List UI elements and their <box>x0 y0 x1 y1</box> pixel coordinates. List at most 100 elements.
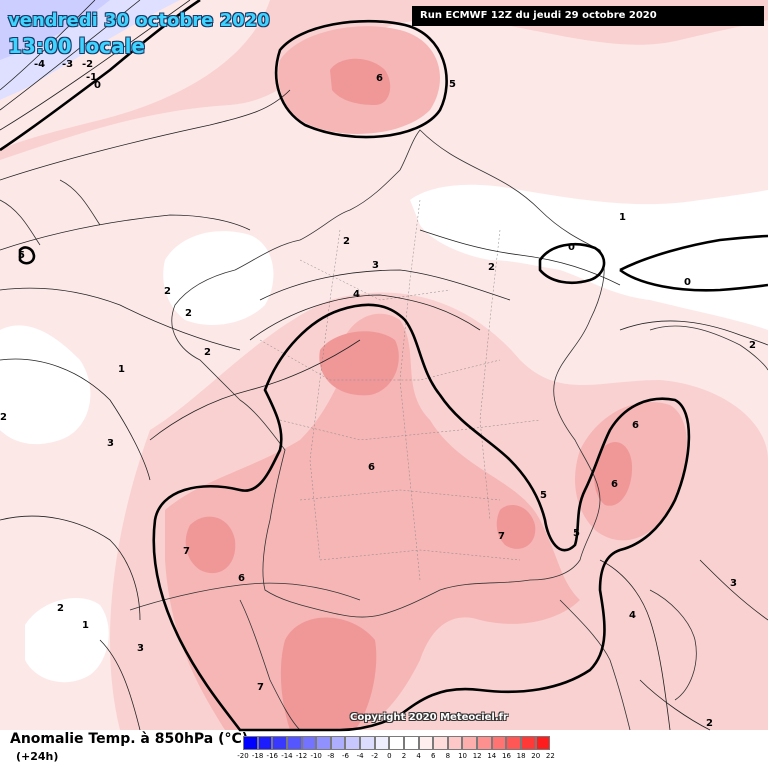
anomaly-core-southeast <box>496 505 536 549</box>
legend-swatch <box>506 736 521 750</box>
legend-title: Anomalie Temp. à 850hPa (°C) <box>10 731 249 747</box>
legend-tick-row: -20 -18 -16 -14 -12 -10 -8 -6 -4 -2 0 2 4 6 8 10 12 14 16 1… <box>237 752 565 764</box>
legend-tick-label: 16 <box>501 752 511 760</box>
contour-label: 3 <box>730 578 737 589</box>
anomaly-zone-6-8-south <box>165 313 580 730</box>
anomaly-zone-0-2-benelux <box>410 184 768 330</box>
anomaly-zone-0-2-spain <box>25 597 109 683</box>
forecast-time: 13:00 locale <box>8 34 145 58</box>
department-borders <box>259 199 541 581</box>
legend-tick-label: 12 <box>472 752 482 760</box>
legend-tick-label: -8 <box>327 752 335 760</box>
contour-labels: -4 -3 -2 -1 0 6 5 5 1 0 0 2 2 3 2 2 4 2 … <box>0 59 756 729</box>
contour-label: 0 <box>568 242 575 253</box>
legend-swatch <box>535 736 551 750</box>
anomaly-core-north <box>330 58 391 105</box>
copyright-text: Copyright 2020 Meteociel.fr <box>350 712 508 723</box>
contour-label: 6 <box>632 420 639 431</box>
contour-label: 5 <box>573 528 580 539</box>
anomaly-core-east <box>594 442 633 506</box>
legend-swatch <box>418 736 434 750</box>
legend-tick-label: -2 <box>371 752 379 760</box>
anomaly-core-center <box>319 331 399 396</box>
legend-swatch <box>520 736 536 750</box>
anomaly-zone-0-2-brittany <box>163 231 274 325</box>
contour-label: 3 <box>137 643 144 654</box>
legend-tick-label: 20 <box>531 752 541 760</box>
legend-tick-label: 18 <box>516 752 526 760</box>
contour-label: 2 <box>343 236 350 247</box>
anomaly-core-iberia <box>280 617 377 730</box>
legend-tick-label: -16 <box>266 752 278 760</box>
contour-label: 7 <box>257 682 264 693</box>
legend-swatch <box>330 736 346 750</box>
contour-label: -4 <box>34 59 45 70</box>
legend-swatch <box>403 736 419 750</box>
contour-label: 1 <box>619 212 626 223</box>
legend-swatch <box>477 736 492 750</box>
legend-swatch <box>462 736 477 750</box>
legend-tick-label: -12 <box>295 752 308 760</box>
contour-label: 2 <box>204 347 211 358</box>
legend-tick-label: 14 <box>487 752 497 760</box>
anomaly-zone-0-2-atlantic <box>0 325 91 445</box>
contour-label: 2 <box>706 718 713 729</box>
contour-label: 3 <box>107 438 114 449</box>
contour-label: 6 <box>368 462 375 473</box>
contour-label: 2 <box>0 412 7 423</box>
legend-swatch <box>345 736 360 750</box>
legend-tick-label: -4 <box>356 752 364 760</box>
contour-label: 7 <box>498 531 505 542</box>
bold-contours <box>0 0 768 732</box>
legend-tick-label: 8 <box>445 752 451 760</box>
contour-label: 2 <box>488 262 495 273</box>
legend-subtitle: (+24h) <box>16 750 59 763</box>
legend-swatch <box>491 736 507 750</box>
legend-tick-label: 6 <box>431 752 436 760</box>
contour-label: -1 <box>86 72 97 83</box>
contour-label: 5 <box>540 490 547 501</box>
contour-label: 0 <box>684 277 691 288</box>
contour-label: 5 <box>18 250 25 261</box>
contour-label: 2 <box>57 603 64 614</box>
contour-label: 7 <box>183 546 190 557</box>
legend-swatch <box>374 736 390 750</box>
contour-label: 6 <box>376 73 383 84</box>
legend-tick-label: -18 <box>251 752 264 760</box>
legend-swatch <box>286 736 302 750</box>
legend-swatch <box>257 736 273 750</box>
legend-swatch <box>272 736 287 750</box>
contour-label: 1 <box>118 364 125 375</box>
anomaly-core-southwest <box>185 516 236 574</box>
contour-label: 5 <box>449 79 456 90</box>
contour-label: 2 <box>749 340 756 351</box>
legend-swatch <box>447 736 463 750</box>
contour-label: 0 <box>94 80 101 91</box>
anomaly-zone-negative-core <box>0 0 110 60</box>
contour-label: 6 <box>238 573 245 584</box>
contour-label: 2 <box>185 308 192 319</box>
forecast-date: vendredi 30 octobre 2020 <box>8 10 270 31</box>
coastlines <box>0 129 768 731</box>
legend-tick-label: 2 <box>401 752 407 760</box>
legend-tick-label: 10 <box>458 752 467 760</box>
contour-label: 2 <box>164 286 171 297</box>
legend-swatch <box>360 736 375 750</box>
legend-tick-label: -20 <box>237 752 249 760</box>
legend-swatch <box>243 736 258 750</box>
legend-tick-label: -10 <box>310 752 322 760</box>
legend-tick-label: 22 <box>545 752 555 760</box>
contour-label: 1 <box>82 620 89 631</box>
legend-tick-label: 4 <box>416 752 421 760</box>
thin-contours <box>0 0 768 731</box>
legend-swatch <box>389 736 404 750</box>
model-run-label: Run ECMWF 12Z du jeudi 29 octobre 2020 <box>412 6 764 26</box>
legend-color-bar <box>243 736 551 750</box>
contour-label: 3 <box>372 260 379 271</box>
legend-swatch <box>301 736 317 750</box>
contour-label: 6 <box>611 479 618 490</box>
legend-tick-label: -14 <box>281 752 293 760</box>
legend-tick-label: 0 <box>387 752 392 760</box>
contour-label: 4 <box>629 610 636 621</box>
